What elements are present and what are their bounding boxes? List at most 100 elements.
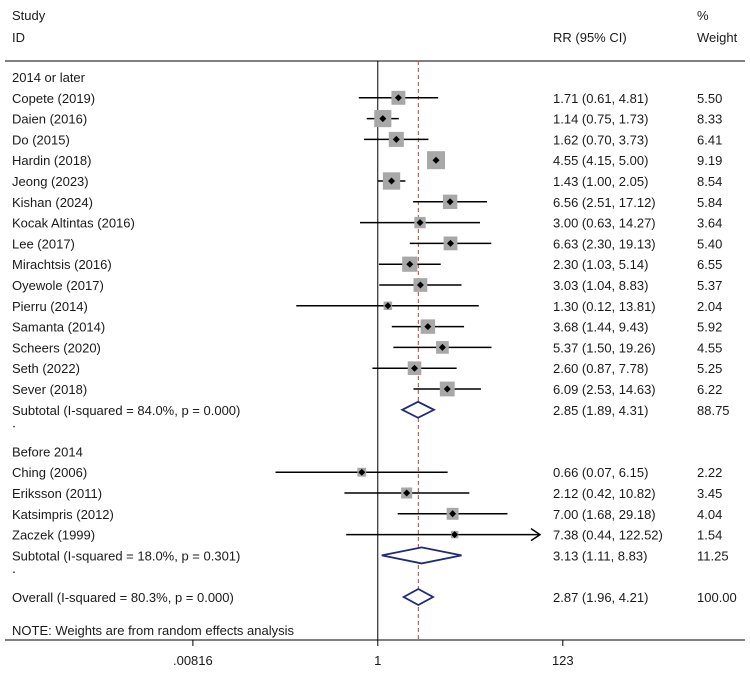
study-0-8-point [406, 260, 414, 268]
study-0-3-name: Hardin (2018) [12, 153, 92, 168]
study-0-11-ci-text: 3.68 (1.44, 9.43) [553, 320, 648, 335]
tick-label-1: 1 [374, 653, 381, 668]
study-0-6-name: Kocak Altintas (2016) [12, 216, 135, 231]
study-0-13-name: Seth (2022) [12, 361, 80, 376]
study-0-2-weight: 6.41 [697, 132, 722, 147]
null-line-group [377, 61, 419, 640]
study-0-1-point [379, 115, 387, 123]
study-0-14-name: Sever (2018) [12, 382, 87, 397]
subtotal-1-label: Subtotal (I-squared = 18.0%, p = 0.301) [12, 548, 240, 563]
study-0-7-name: Lee (2017) [12, 236, 75, 251]
group-separator-dot-1 [13, 571, 15, 574]
study-1-3-ci-text: 7.38 (0.44, 122.52) [553, 528, 663, 543]
study-0-6-ci-text: 3.00 (0.63, 14.27) [553, 216, 656, 231]
header-weight: Weight [697, 30, 738, 45]
subtotal-1-weight: 11.25 [697, 548, 729, 563]
study-0-12-ci-text: 5.37 (1.50, 19.26) [553, 340, 656, 355]
study-1-2-point [449, 510, 457, 518]
header-id: ID [12, 30, 25, 45]
study-0-9-point [416, 281, 424, 289]
group-0-title: 2014 or later [12, 70, 86, 85]
study-0-9-name: Oyewole (2017) [12, 278, 104, 293]
study-1-3-weight: 1.54 [697, 528, 722, 543]
study-0-13-weight: 5.25 [697, 361, 722, 376]
study-0-0-weight: 5.50 [697, 91, 722, 106]
study-0-14-weight: 6.22 [697, 382, 722, 397]
study-0-5-ci-text: 6.56 (2.51, 17.12) [553, 195, 656, 210]
study-0-0-ci-text: 1.71 (0.61, 4.81) [553, 91, 648, 106]
study-0-0-point [394, 94, 402, 102]
header-weight-percent: % [697, 8, 709, 23]
study-1-1-ci-text: 2.12 (0.42, 10.82) [553, 486, 656, 501]
study-0-1-ci-text: 1.14 (0.75, 1.73) [553, 112, 648, 127]
study-0-10-point [384, 302, 392, 310]
x-axis-ticks: .00816 1 123 [173, 640, 574, 668]
study-0-6-weight: 3.64 [697, 216, 722, 231]
study-0-9-weight: 5.37 [697, 278, 722, 293]
study-1-0-name: Ching (2006) [12, 465, 87, 480]
study-0-8-weight: 6.55 [697, 257, 722, 272]
study-0-2-point [392, 135, 400, 143]
group-1-title: Before 2014 [12, 444, 83, 459]
subtotal-0-label: Subtotal (I-squared = 84.0%, p = 0.000) [12, 403, 240, 418]
header-rr-ci: RR (95% CI) [553, 30, 627, 45]
study-0-13-ci-text: 2.60 (0.87, 7.78) [553, 361, 648, 376]
study-0-7-ci-text: 6.63 (2.30, 19.13) [553, 236, 656, 251]
study-0-2-name: Do (2015) [12, 132, 70, 147]
study-0-3-weight: 9.19 [697, 153, 722, 168]
study-0-4-point [388, 177, 396, 185]
subtotal-0-weight: 88.75 [697, 403, 730, 418]
subtotal-1-diamond [381, 546, 462, 565]
study-0-8-ci-text: 2.30 (1.03, 5.14) [553, 257, 648, 272]
study-0-11-name: Samanta (2014) [12, 320, 105, 335]
study-0-1-weight: 8.33 [697, 112, 722, 127]
study-0-8-name: Mirachtsis (2016) [12, 257, 112, 272]
subtotal-0-ci: 2.85 (1.89, 4.31) [553, 403, 648, 418]
study-0-4-name: Jeong (2023) [12, 174, 89, 189]
study-0-10-weight: 2.04 [697, 299, 722, 314]
study-0-1-name: Daien (2016) [12, 112, 87, 127]
study-1-2-ci-text: 7.00 (1.68, 29.18) [553, 507, 656, 522]
study-0-4-ci-text: 1.43 (1.00, 2.05) [553, 174, 648, 189]
study-0-6-point [416, 219, 424, 227]
study-0-5-weight: 5.84 [697, 195, 722, 210]
overall-ci: 2.87 (1.96, 4.21) [553, 590, 648, 605]
study-1-3-point [451, 531, 459, 539]
study-0-0-name: Copete (2019) [12, 91, 95, 106]
footnote: NOTE: Weights are from random effects an… [12, 623, 295, 638]
study-1-1-point [403, 489, 411, 497]
study-0-11-point [424, 323, 432, 331]
study-0-14-point [443, 385, 451, 393]
study-1-0-weight: 2.22 [697, 465, 722, 480]
study-0-9-ci-text: 3.03 (1.04, 8.83) [553, 278, 648, 293]
study-1-3-name: Zaczek (1999) [12, 528, 95, 543]
study-0-10-ci-text: 1.30 (0.12, 13.81) [553, 299, 656, 314]
study-0-5-name: Kishan (2024) [12, 195, 93, 210]
tick-label-2: 123 [552, 653, 574, 668]
subtotal-0-diamond [400, 400, 436, 419]
study-0-14-ci-text: 6.09 (2.53, 14.63) [553, 382, 656, 397]
study-0-11-weight: 5.92 [697, 320, 722, 335]
study-0-12-point [438, 343, 446, 351]
study-0-10-name: Pierru (2014) [12, 299, 88, 314]
overall-diamond [401, 587, 435, 607]
study-0-7-point [447, 239, 455, 247]
study-0-2-ci-text: 1.62 (0.70, 3.73) [553, 132, 648, 147]
study-0-5-point [446, 198, 454, 206]
study-1-3-ci-arrow [530, 527, 542, 542]
study-0-12-weight: 4.55 [697, 340, 722, 355]
study-1-2-weight: 4.04 [697, 507, 722, 522]
study-1-1-weight: 3.45 [697, 486, 722, 501]
study-1-0-ci-text: 0.66 (0.07, 6.15) [553, 465, 648, 480]
study-1-0-point [358, 468, 366, 476]
study-1-2-name: Katsimpris (2012) [12, 507, 114, 522]
study-0-3-ci-text: 4.55 (4.15, 5.00) [553, 153, 648, 168]
study-0-3-point [432, 156, 440, 164]
overall-weight: 100.00 [697, 590, 737, 605]
tick-label-0: .00816 [173, 653, 213, 668]
study-0-12-name: Scheers (2020) [12, 340, 101, 355]
study-0-7-weight: 5.40 [697, 236, 722, 251]
study-0-13-point [411, 364, 419, 372]
overall-label: Overall (I-squared = 80.3%, p = 0.000) [12, 590, 234, 605]
